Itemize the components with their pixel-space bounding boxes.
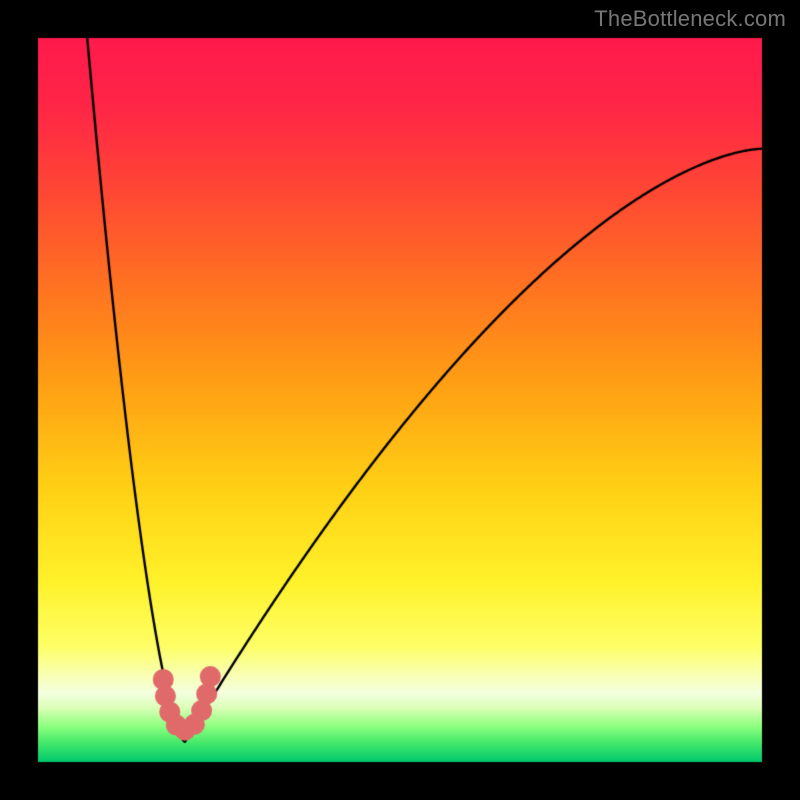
bottleneck-chart-canvas <box>0 0 800 800</box>
chart-container: TheBottleneck.com <box>0 0 800 800</box>
